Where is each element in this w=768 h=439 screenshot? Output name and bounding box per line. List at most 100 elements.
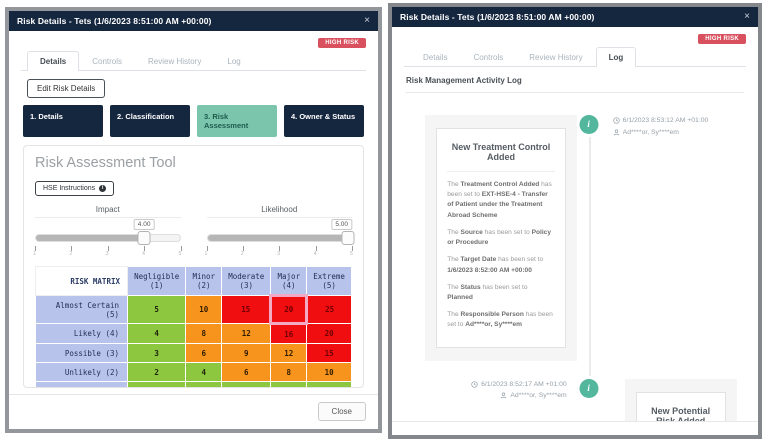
- log-card-text: The Source has been set to Policy or Pro…: [447, 228, 552, 247]
- tab-details[interactable]: Details: [423, 53, 448, 62]
- matrix-cell-1-1[interactable]: 8: [185, 323, 223, 344]
- log-card-text: The Treatment Control Added has been set…: [447, 181, 552, 219]
- wizard-step-2-classification[interactable]: 2. Classification: [110, 105, 190, 137]
- matrix-row: Unlikely (2) 2 4 6 8 10: [35, 362, 352, 382]
- clock-icon: [613, 117, 620, 124]
- tab-bar: Details Controls Review History Log: [21, 51, 366, 71]
- modal-footer: [392, 421, 758, 435]
- impact-label: Impact: [95, 205, 120, 214]
- slider-handle[interactable]: [137, 231, 151, 245]
- matrix-cell-3-4[interactable]: 10: [306, 362, 352, 382]
- slider-tick: 3: [106, 246, 109, 257]
- likelihood-value: 5.00: [331, 219, 352, 230]
- matrix-cell-3-2[interactable]: 6: [221, 362, 272, 382]
- matrix-cell-2-4[interactable]: 15: [306, 343, 352, 363]
- log-card-text: The Status has been set to Planned: [447, 283, 528, 301]
- matrix-cell-0-0[interactable]: 5: [126, 295, 187, 324]
- matrix-cell-2-1[interactable]: 6: [185, 343, 223, 363]
- slider-tick: 1: [33, 246, 36, 257]
- slider-tick: 3: [277, 246, 281, 257]
- matrix-row-label: Almost Certain (5): [35, 295, 128, 324]
- slider-tick: 2: [69, 246, 73, 257]
- divider: [206, 217, 352, 218]
- timestamp: 6/1/2023 8:52:17 AM +01:00: [481, 380, 567, 388]
- impact-value: 4.00: [133, 219, 155, 230]
- slider-track[interactable]: [206, 234, 352, 242]
- wizard-step-4-owner-status[interactable]: 4. Owner & Status: [284, 105, 364, 137]
- matrix-cell-1-2[interactable]: 12: [221, 323, 272, 344]
- tab-log[interactable]: Log: [227, 57, 241, 66]
- matrix-cell-2-0[interactable]: 3: [126, 343, 187, 363]
- matrix-cell-4-3[interactable]: 4: [270, 381, 308, 387]
- wizard-step-3-risk-assessment[interactable]: 3. Risk Assessment: [197, 105, 277, 137]
- matrix-cell-0-2[interactable]: 15: [221, 295, 272, 324]
- tab-review-history[interactable]: Review History: [529, 53, 583, 62]
- timeline-entry: New Treatment Control Added The Treatment…: [404, 115, 746, 361]
- hse-instructions-label: HSE Instructions: [43, 185, 96, 192]
- tab-details[interactable]: Details: [27, 51, 80, 71]
- slider-fill: [36, 235, 144, 241]
- tab-controls[interactable]: Controls: [473, 53, 504, 62]
- matrix-column-header: Extreme (5): [306, 266, 352, 296]
- divider: [406, 92, 744, 93]
- timeline-right-column: 6/1/2023 8:53:12 AM +01:00 Ad****or, Sy**…: [589, 115, 746, 361]
- modal-title: Risk Details - Tets (1/6/2023 8:51:00 AM…: [400, 12, 595, 22]
- tab-review-history[interactable]: Review History: [148, 57, 202, 66]
- tab-bar: Details Controls Review History Log: [404, 47, 746, 67]
- close-button[interactable]: Close: [317, 402, 366, 421]
- info-icon: i: [99, 185, 107, 192]
- matrix-column-header: Major (4): [270, 266, 308, 296]
- modal-titlebar: Risk Details - Tets (1/6/2023 8:51:00 AM…: [392, 7, 758, 27]
- wizard-steps: 1. Details 2. Classification 3. Risk Asses…: [23, 105, 364, 137]
- activity-timeline: New Treatment Control Added The Treatment…: [404, 115, 746, 421]
- matrix-column-header: Negligible (1): [126, 266, 187, 296]
- timeline-line: [588, 117, 591, 387]
- matrix-cell-0-1[interactable]: 10: [185, 295, 223, 324]
- hse-instructions-button[interactable]: HSE Instructions i: [35, 181, 115, 196]
- slider-handle[interactable]: [341, 231, 355, 245]
- matrix-row-label: Likely (4): [35, 323, 128, 344]
- matrix-cell-3-1[interactable]: 4: [185, 362, 223, 382]
- modal-body: HIGH RISK Details Controls Review History L…: [9, 31, 378, 388]
- wizard-step-1-details[interactable]: 1. Details: [23, 105, 103, 137]
- matrix-column-header: Minor (2): [185, 266, 223, 296]
- impact-slider: 4.00 1 2 3 4 5: [33, 219, 182, 257]
- close-icon[interactable]: ×: [364, 15, 370, 26]
- matrix-cell-4-4[interactable]: 5: [306, 381, 352, 387]
- matrix-cell-0-3-selected[interactable]: 20: [269, 294, 309, 325]
- tab-controls[interactable]: Controls: [92, 57, 123, 66]
- matrix-row-label: Unlikely (2): [35, 362, 128, 382]
- log-card-text: The Responsible Person has been set to A…: [447, 311, 553, 329]
- timeline-meta: 6/1/2023 8:53:12 AM +01:00 Ad****or, Sy**…: [613, 115, 746, 138]
- matrix-cell-3-3[interactable]: 8: [270, 362, 308, 382]
- slider-tick: 1: [205, 246, 208, 257]
- slider-track[interactable]: [35, 234, 181, 242]
- user-icon: [613, 129, 619, 136]
- matrix-cell-2-2[interactable]: 9: [221, 343, 272, 363]
- matrix-cell-1-0[interactable]: 4: [126, 323, 187, 344]
- timeline-info-icon: i: [579, 115, 599, 134]
- matrix-cell-0-4[interactable]: 25: [306, 295, 352, 324]
- slider-tick: 5: [179, 246, 182, 257]
- user-name: Ad****or, Sy****em: [510, 392, 567, 400]
- matrix-cell-4-2[interactable]: 3: [221, 381, 272, 387]
- status-badge: HIGH RISK: [318, 38, 366, 48]
- modal-title: Risk Details - Tets (1/6/2023 8:51:00 AM…: [17, 16, 212, 26]
- matrix-cell-1-4[interactable]: 20: [306, 323, 352, 344]
- matrix-cell-1-3[interactable]: 16: [270, 323, 308, 344]
- close-icon[interactable]: ×: [744, 11, 750, 22]
- matrix-cell-4-1[interactable]: 2: [185, 381, 223, 387]
- slider-tick: 5: [350, 246, 353, 257]
- edit-risk-details-button[interactable]: Edit Risk Details: [27, 79, 106, 98]
- modal-titlebar: Risk Details - Tets (1/6/2023 8:51:00 AM…: [9, 11, 378, 31]
- tab-log[interactable]: Log: [595, 47, 637, 67]
- matrix-cell-4-0[interactable]: 1: [126, 381, 187, 387]
- matrix-row: Possible (3) 3 6 9 12 15: [35, 343, 352, 363]
- slider-tick: 4: [314, 246, 317, 257]
- modal-body: HIGH RISK Details Controls Review History L…: [392, 27, 758, 421]
- log-card: New Treatment Control Added The Treatment…: [436, 128, 566, 348]
- matrix-cell-2-3[interactable]: 12: [270, 343, 308, 363]
- matrix-cell-3-0[interactable]: 2: [126, 362, 187, 382]
